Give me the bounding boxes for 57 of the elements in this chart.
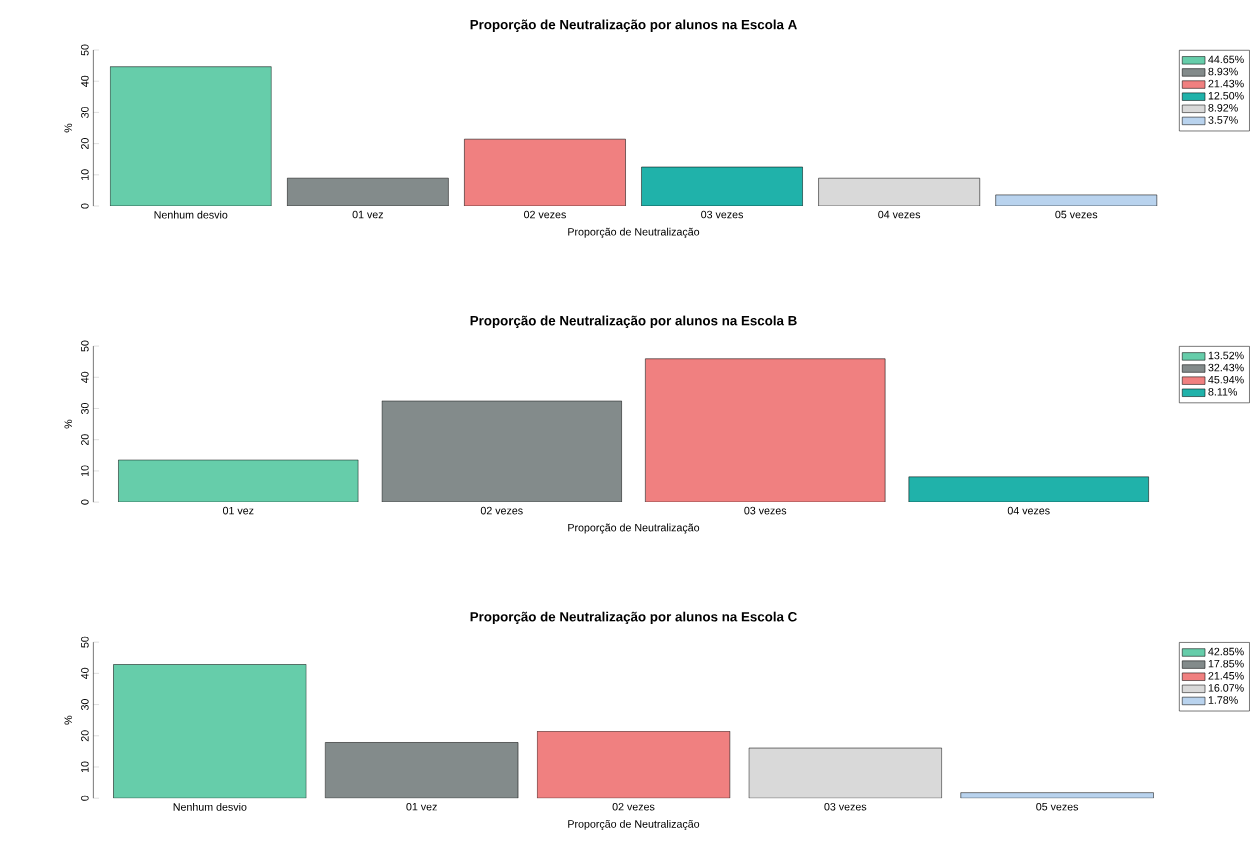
legend-label: 44.65% — [1208, 55, 1244, 64]
x-tick-label: 04 vezes — [1007, 506, 1050, 515]
x-axis-title: Proporção de Neutralização — [568, 819, 700, 830]
x-tick-label: 01 vez — [406, 802, 437, 811]
x-tick-label: 02 vezes — [524, 210, 566, 219]
y-tick-label: 40 — [81, 371, 89, 383]
x-tick-label: 02 vezes — [480, 506, 523, 515]
y-tick-label: 20 — [81, 138, 89, 149]
legend-label: 45.94% — [1208, 375, 1244, 384]
x-axis-title: Proporção de Neutralização — [568, 523, 700, 534]
y-axis-title: % — [64, 123, 72, 133]
y-tick-label: 10 — [81, 169, 89, 180]
legend-label: 42.85% — [1208, 647, 1244, 656]
legend-label: 8.92% — [1208, 103, 1238, 112]
x-tick-label: 03 vezes — [824, 802, 867, 811]
x-tick-label: 01 vez — [352, 210, 384, 219]
y-tick-label: 40 — [81, 667, 89, 679]
y-tick-label: 0 — [81, 203, 89, 209]
y-tick-label: 30 — [81, 106, 89, 118]
legend-label: 32.43% — [1208, 363, 1244, 372]
legend-label: 21.43% — [1208, 79, 1244, 88]
x-tick-label: Nenhum desvio — [173, 802, 247, 811]
x-tick-label: 03 vezes — [744, 506, 787, 515]
chart-title: Proporção de Neutralização por alunos na Escola B — [470, 315, 797, 328]
legend-label: 13.52% — [1208, 351, 1244, 360]
x-tick-label: 04 vezes — [878, 210, 921, 219]
y-tick-label: 0 — [81, 795, 89, 801]
legend-label: 16.07% — [1208, 684, 1244, 692]
legend-label: 3.57% — [1208, 116, 1238, 124]
y-tick-label: 10 — [81, 761, 89, 772]
x-tick-label: 02 vezes — [612, 802, 655, 811]
x-tick-label: 05 vezes — [1055, 210, 1098, 219]
legend-label: 8.93% — [1208, 67, 1238, 76]
legend-label: 21.45% — [1208, 671, 1244, 680]
legend-label: 1.78% — [1208, 696, 1238, 704]
x-tick-label: 03 vezes — [701, 210, 744, 219]
y-tick-label: 30 — [81, 402, 89, 414]
y-tick-label: 20 — [81, 730, 89, 742]
legend-label: 17.85% — [1208, 659, 1244, 668]
y-tick-label: 20 — [81, 434, 89, 445]
legend-label: 12.50% — [1208, 91, 1244, 100]
x-tick-label: 05 vezes — [1036, 802, 1079, 811]
y-axis-title: % — [64, 419, 72, 429]
y-tick-label: 50 — [81, 636, 89, 648]
y-tick-label: 30 — [81, 698, 89, 710]
y-axis-title: % — [64, 715, 72, 725]
x-axis-title: Proporção de Neutralização — [568, 227, 700, 238]
y-tick-label: 0 — [81, 499, 89, 505]
y-tick-label: 40 — [81, 75, 89, 87]
chart-title: Proporção de Neutralização por alunos na Escola C — [470, 611, 797, 624]
chart-title: Proporção de Neutralização por alunos na Escola A — [470, 19, 797, 32]
y-tick-label: 10 — [81, 465, 89, 476]
y-tick-label: 50 — [81, 340, 89, 352]
x-tick-label: Nenhum desvio — [154, 210, 228, 219]
legend-label: 8.11% — [1208, 387, 1238, 396]
x-tick-label: 01 vez — [222, 506, 254, 515]
y-tick-label: 50 — [81, 44, 89, 56]
